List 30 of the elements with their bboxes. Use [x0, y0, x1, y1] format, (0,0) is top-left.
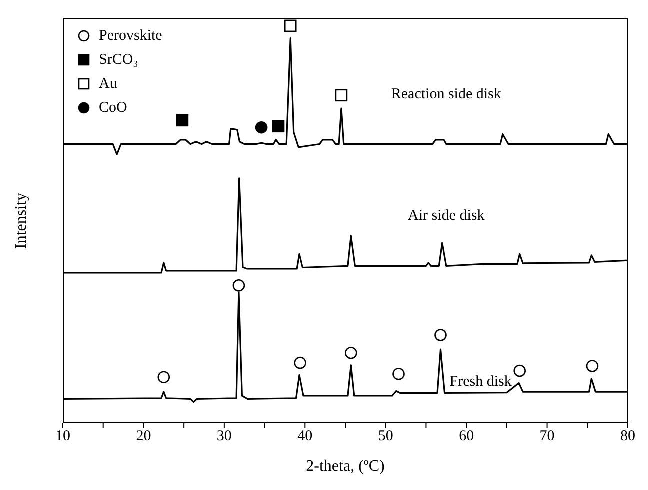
x-tick-label: 30 — [216, 428, 232, 445]
legend-label: Au — [99, 75, 118, 94]
series-label: Fresh disk — [450, 374, 512, 390]
point — [434, 329, 447, 342]
point — [284, 20, 297, 32]
point — [176, 114, 189, 127]
x-tick-label: 60 — [459, 428, 474, 445]
y-axis-title: Intensity — [13, 192, 31, 248]
x-tick-label: 70 — [540, 428, 555, 445]
x-tick-label: 80 — [620, 428, 636, 445]
x-tick-label: 50 — [378, 428, 394, 445]
x-tick-label: 20 — [136, 428, 152, 445]
point — [294, 356, 306, 370]
x-tick-label: 40 — [298, 428, 313, 445]
point — [345, 346, 358, 360]
legend-label: Perovskite — [99, 27, 162, 46]
legend-label: SrCO₃ — [99, 51, 138, 70]
point — [232, 279, 246, 292]
series-label: Air side disk — [408, 208, 486, 224]
point — [586, 360, 599, 372]
point — [392, 368, 405, 380]
point — [335, 89, 348, 102]
x-tick-label: 10 — [56, 428, 70, 445]
legend-label: CoO — [99, 99, 128, 118]
text: Reaction side disk — [391, 86, 502, 102]
point — [514, 364, 526, 378]
point — [158, 371, 170, 384]
point — [255, 121, 268, 134]
point — [272, 120, 285, 133]
x-axis-title: 2-theta, (ºC) — [306, 458, 385, 475]
